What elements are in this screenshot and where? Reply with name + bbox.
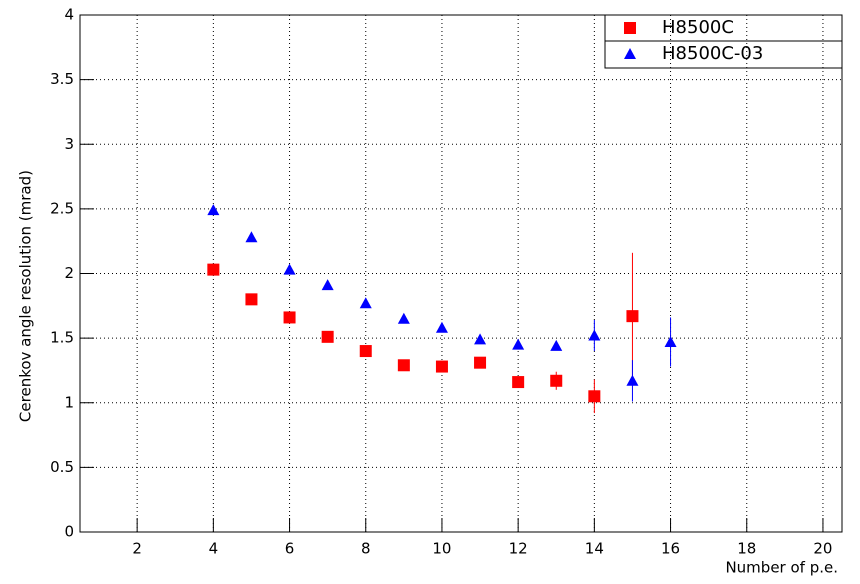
y-tick-label: 3 bbox=[64, 135, 74, 153]
marker bbox=[588, 390, 601, 403]
marker bbox=[359, 345, 372, 358]
x-tick-label: 6 bbox=[285, 540, 295, 558]
y-tick-label: 2.5 bbox=[50, 199, 74, 217]
marker bbox=[626, 310, 639, 323]
legend-marker bbox=[624, 48, 636, 59]
y-tick-label: 0.5 bbox=[50, 458, 74, 476]
x-tick-label: 4 bbox=[209, 540, 219, 558]
marker bbox=[397, 312, 410, 324]
marker bbox=[588, 329, 601, 341]
x-tick-label: 8 bbox=[361, 540, 371, 558]
marker bbox=[283, 311, 296, 324]
marker bbox=[626, 374, 639, 386]
marker bbox=[283, 263, 296, 275]
y-tick-label: 1 bbox=[64, 393, 74, 411]
marker bbox=[664, 336, 677, 348]
marker bbox=[435, 321, 448, 333]
legend-marker bbox=[624, 22, 636, 34]
marker bbox=[321, 279, 334, 291]
marker bbox=[359, 297, 372, 309]
marker bbox=[207, 263, 220, 276]
y-tick-label: 2 bbox=[64, 264, 74, 282]
marker bbox=[512, 376, 525, 389]
marker bbox=[207, 204, 220, 216]
x-axis-label: Number of p.e. bbox=[725, 559, 838, 577]
y-tick-label: 4 bbox=[64, 6, 74, 24]
marker bbox=[550, 339, 563, 351]
y-tick-label: 3.5 bbox=[50, 70, 74, 88]
x-tick-label: 18 bbox=[737, 540, 756, 558]
x-tick-label: 2 bbox=[132, 540, 142, 558]
marker bbox=[550, 374, 563, 387]
x-tick-label: 12 bbox=[509, 540, 528, 558]
x-tick-label: 16 bbox=[661, 540, 680, 558]
marker bbox=[397, 359, 410, 372]
x-tick-label: 20 bbox=[813, 540, 832, 558]
marker bbox=[245, 231, 258, 243]
x-tick-label: 14 bbox=[585, 540, 604, 558]
y-axis-label: Cerenkov angle resolution (mrad) bbox=[17, 170, 35, 422]
marker bbox=[435, 360, 448, 373]
marker bbox=[245, 293, 258, 306]
marker bbox=[321, 330, 334, 343]
x-tick-label: 10 bbox=[432, 540, 451, 558]
y-tick-label: 1.5 bbox=[50, 329, 74, 347]
legend-label: H8500C-03 bbox=[662, 43, 763, 64]
y-tick-label: 0 bbox=[64, 523, 74, 541]
marker bbox=[512, 338, 525, 350]
legend-label: H8500C bbox=[662, 17, 734, 38]
marker bbox=[474, 333, 487, 345]
marker bbox=[474, 356, 487, 369]
